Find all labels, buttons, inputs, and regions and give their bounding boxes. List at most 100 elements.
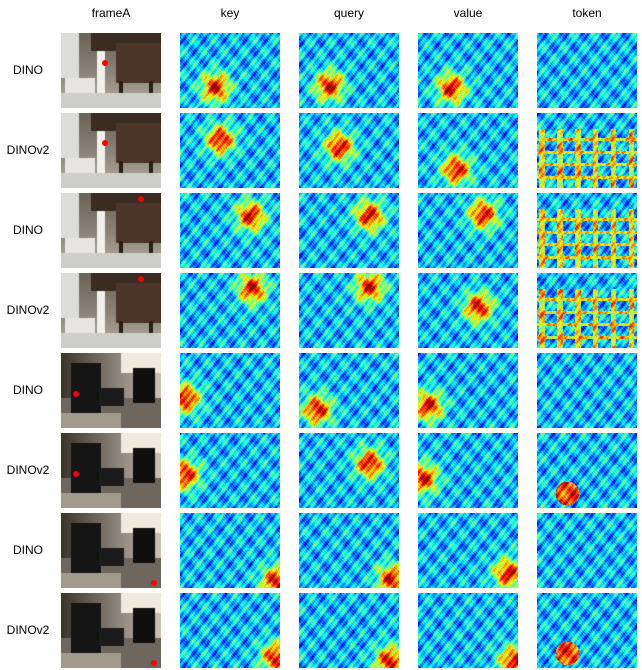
frame-image (61, 353, 161, 428)
heatmap-canvas (537, 113, 637, 188)
heatmap-canvas (180, 353, 280, 428)
heatmap-canvas (299, 273, 399, 348)
heatmap-canvas (418, 273, 518, 348)
heatmap-canvas (180, 433, 280, 508)
heatmap-canvas (299, 593, 399, 668)
heatmap-canvas (299, 33, 399, 108)
token-heatmap (537, 513, 637, 588)
query-heatmap (299, 113, 399, 188)
column-header-framea: frameA (91, 6, 131, 20)
token-heatmap (537, 193, 637, 268)
heatmap-canvas (180, 113, 280, 188)
query-point-marker (73, 471, 79, 478)
token-heatmap (537, 273, 637, 348)
query-point-marker (138, 276, 144, 282)
column-header-key: key (220, 6, 240, 20)
row-label: DINO (13, 223, 43, 237)
token-heatmap (537, 113, 637, 188)
query-point-marker (151, 659, 157, 666)
frame-image (61, 433, 161, 508)
row-label: DINO (13, 63, 43, 77)
value-heatmap (418, 593, 518, 668)
heatmap-canvas (418, 193, 518, 268)
query-heatmap (299, 353, 399, 428)
value-heatmap (418, 433, 518, 508)
token-heatmap (537, 33, 637, 108)
query-point-marker (102, 140, 108, 146)
heatmap-canvas (418, 33, 518, 108)
frame-photo (61, 273, 161, 348)
row-label: DINOv2 (6, 303, 50, 317)
heatmap-canvas (299, 513, 399, 588)
query-point-marker (138, 196, 144, 202)
query-heatmap (299, 433, 399, 508)
heatmap-canvas (537, 193, 637, 268)
column-header-query: query (333, 6, 365, 20)
heatmap-canvas (299, 113, 399, 188)
key-heatmap (180, 273, 280, 348)
frame-image (61, 113, 161, 188)
frame-image (61, 593, 161, 668)
token-heatmap (537, 593, 637, 668)
query-heatmap (299, 513, 399, 588)
key-heatmap (180, 433, 280, 508)
token-heatmap (537, 433, 637, 508)
heatmap-canvas (418, 353, 518, 428)
heatmap-canvas (537, 33, 637, 108)
heatmap-canvas (537, 273, 637, 348)
value-heatmap (418, 353, 518, 428)
query-heatmap (299, 193, 399, 268)
frame-image (61, 273, 161, 348)
heatmap-canvas (537, 593, 637, 668)
query-point-marker (102, 60, 108, 66)
heatmap-canvas (180, 33, 280, 108)
query-point-marker (151, 579, 157, 586)
token-heatmap (537, 353, 637, 428)
heatmap-canvas (299, 433, 399, 508)
frame-photo (61, 593, 161, 668)
heatmap-canvas (180, 593, 280, 668)
heatmap-canvas (180, 273, 280, 348)
row-label: DINO (13, 383, 43, 397)
heatmap-canvas (537, 353, 637, 428)
frame-photo (61, 33, 161, 108)
heatmap-canvas (418, 113, 518, 188)
value-heatmap (418, 273, 518, 348)
heatmap-canvas (418, 593, 518, 668)
frame-photo (61, 513, 161, 588)
frame-photo (61, 353, 161, 428)
value-heatmap (418, 193, 518, 268)
key-heatmap (180, 353, 280, 428)
heatmap-canvas (180, 513, 280, 588)
key-heatmap (180, 193, 280, 268)
query-heatmap (299, 593, 399, 668)
column-header-value: value (453, 6, 483, 20)
frame-photo (61, 113, 161, 188)
heatmap-canvas (537, 513, 637, 588)
key-heatmap (180, 113, 280, 188)
row-label: DINOv2 (6, 143, 50, 157)
key-heatmap (180, 593, 280, 668)
query-point-marker (73, 391, 79, 398)
row-label: DINOv2 (6, 623, 50, 637)
heatmap-canvas (299, 353, 399, 428)
key-heatmap (180, 33, 280, 108)
value-heatmap (418, 513, 518, 588)
heatmap-canvas (418, 433, 518, 508)
heatmap-canvas (418, 513, 518, 588)
heatmap-canvas (537, 433, 637, 508)
value-heatmap (418, 33, 518, 108)
column-header-token: token (572, 6, 602, 20)
frame-image (61, 513, 161, 588)
heatmap-canvas (299, 193, 399, 268)
frame-image (61, 33, 161, 108)
frame-image (61, 193, 161, 268)
query-heatmap (299, 33, 399, 108)
value-heatmap (418, 113, 518, 188)
row-label: DINOv2 (6, 463, 50, 477)
row-label: DINO (13, 543, 43, 557)
heatmap-canvas (180, 193, 280, 268)
frame-photo (61, 193, 161, 268)
query-heatmap (299, 273, 399, 348)
frame-photo (61, 433, 161, 508)
